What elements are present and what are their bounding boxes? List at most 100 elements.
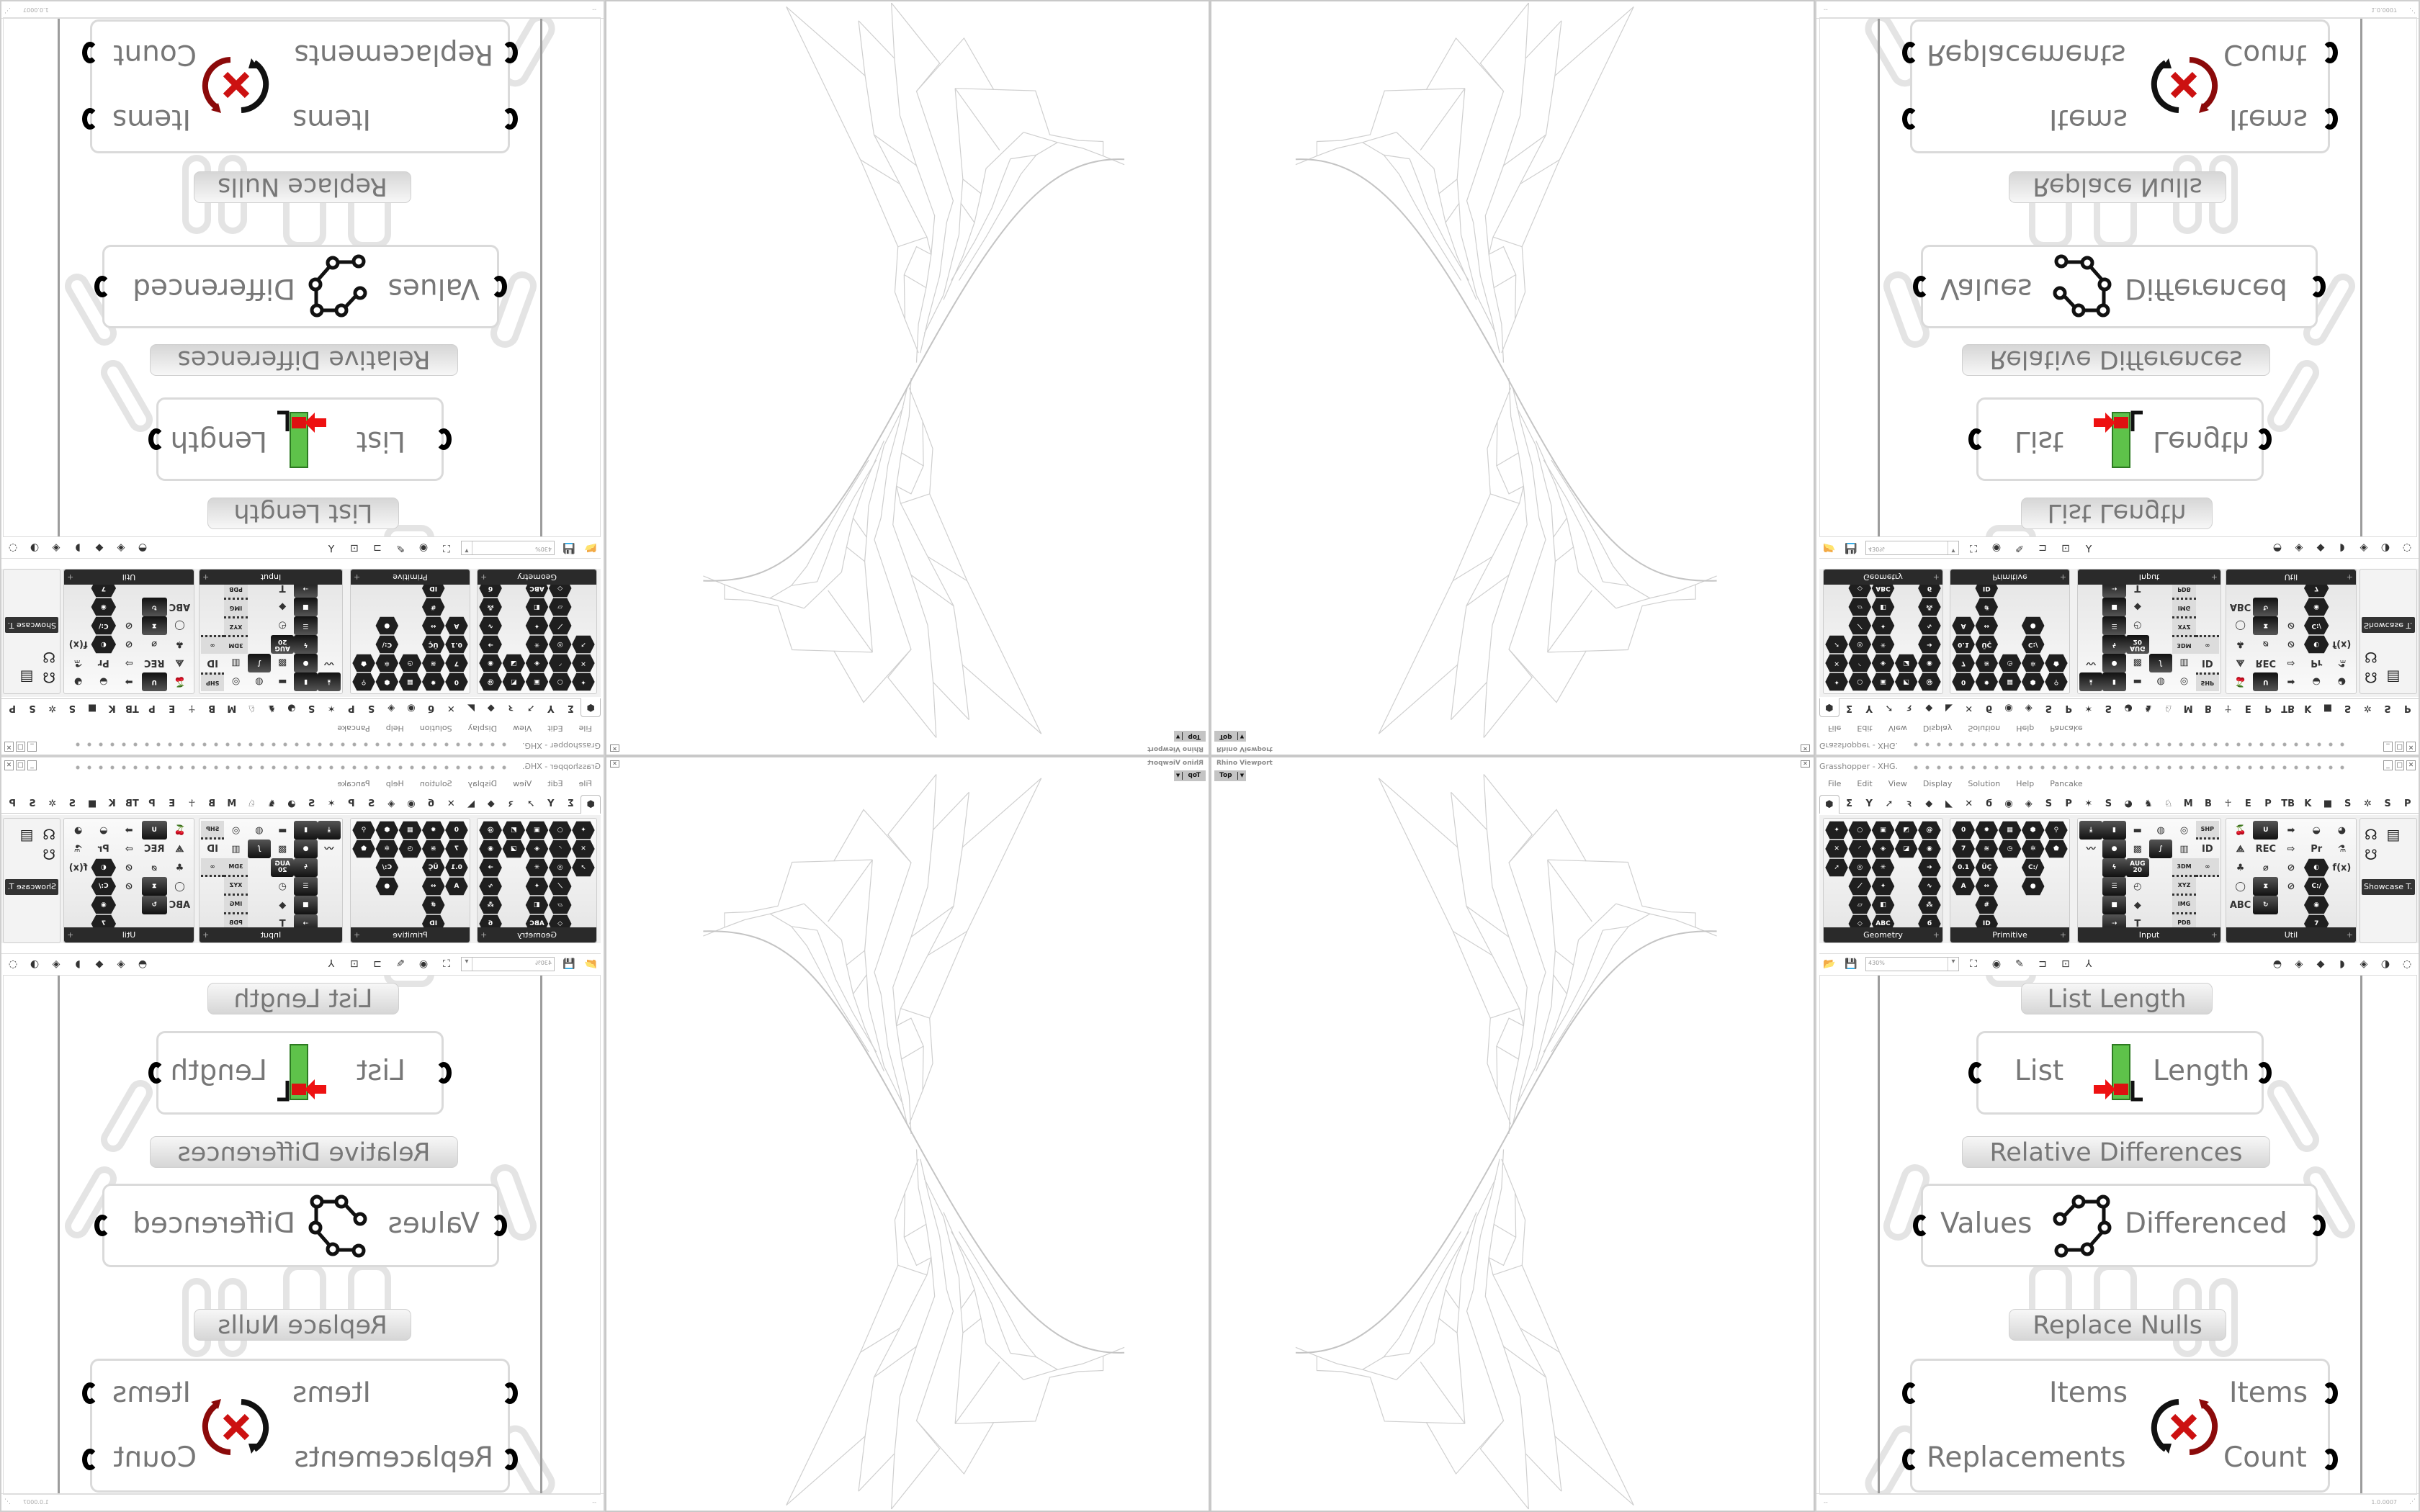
component-icon[interactable]: ⬟ — [2045, 654, 2068, 672]
zoom-field[interactable]: 430% — [461, 541, 555, 556]
component-icon[interactable]: C:/ — [91, 616, 116, 635]
component-icon[interactable]: ■ — [2102, 896, 2126, 914]
panel-icon[interactable]: ⊡ — [2061, 958, 2070, 970]
component-icon[interactable]: ⟋ — [1848, 616, 1871, 635]
component-icon[interactable]: ▣ — [1871, 672, 1894, 691]
component-icon[interactable]: 3DM — [2172, 635, 2196, 654]
component-list-length[interactable]: List Length — [148, 397, 452, 481]
canvas[interactable]: List Length List Length Relative Differe… — [3, 975, 601, 1495]
component-icon[interactable]: ⤓ — [2079, 672, 2103, 691]
component-icon[interactable]: Pr — [2311, 843, 2323, 855]
component-icon[interactable]: ✦ — [1825, 672, 1848, 691]
ribbon-tab[interactable]: S — [308, 703, 315, 714]
component-icon[interactable]: XYZ — [2172, 877, 2196, 896]
input-port[interactable] — [1902, 108, 1918, 130]
component-icon[interactable]: ✳ — [1871, 635, 1894, 654]
output-port[interactable] — [82, 42, 98, 63]
input-port[interactable] — [502, 1449, 518, 1470]
component-replace-nulls[interactable]: Items Replacements Items Count — [1902, 19, 2338, 153]
component-icon[interactable]: ⟁ — [175, 843, 184, 855]
component-icon[interactable]: ➔ — [479, 635, 502, 654]
component-icon[interactable]: ⤓ — [2079, 821, 2103, 840]
preview-eye-icon[interactable]: ◉ — [418, 542, 429, 554]
component-icon[interactable]: ➔ — [479, 858, 502, 877]
component-icon[interactable]: A — [1952, 877, 1975, 896]
component-icon[interactable]: ➔ — [1918, 635, 1941, 654]
output-port[interactable] — [82, 108, 98, 130]
menu-display[interactable]: Display — [1922, 779, 1953, 788]
ribbon-tab[interactable]: M — [2183, 798, 2193, 809]
close-icon[interactable]: ✕ — [1801, 760, 1810, 768]
output-port[interactable] — [2322, 1382, 2338, 1404]
component-icon[interactable]: ◜ — [549, 654, 572, 672]
component-icon[interactable]: ◐ — [91, 858, 116, 877]
display-mode-icon[interactable]: ◑ — [2380, 542, 2390, 554]
ribbon-tab[interactable]: ✕ — [447, 798, 455, 809]
component-icon[interactable]: T — [2134, 918, 2141, 930]
ribbon-tab[interactable]: ✕ — [1965, 703, 1973, 714]
output-port[interactable] — [2322, 1449, 2338, 1470]
sketch-icon[interactable]: ✎ — [396, 958, 405, 970]
ribbon-tab[interactable]: S — [2384, 703, 2391, 714]
preview-selected-icon[interactable]: ◆ — [2316, 958, 2325, 970]
showcase-bot2-icon[interactable]: ☋ — [2365, 649, 2378, 666]
input-port[interactable] — [1968, 428, 1984, 450]
ribbon-tab[interactable]: ✶ — [2084, 798, 2093, 809]
component-icon[interactable]: ▱ — [549, 896, 572, 914]
ribbon-tab[interactable]: P — [348, 703, 355, 714]
component-icon[interactable]: ABC — [169, 601, 191, 613]
input-port[interactable] — [1913, 276, 1929, 297]
component-icon[interactable]: ⬢ — [2022, 672, 2045, 691]
view-selector[interactable]: Top ▼ — [1214, 731, 1246, 742]
input-port[interactable] — [491, 276, 507, 297]
component-icon[interactable]: ÜÇ — [422, 858, 445, 877]
ribbon-tab[interactable]: TB — [2281, 703, 2295, 714]
component-icon[interactable]: ✳ — [525, 858, 548, 877]
component-icon[interactable]: SHP — [2195, 672, 2219, 691]
component-icon[interactable]: ID — [207, 657, 218, 669]
expand-icon[interactable]: + — [2210, 572, 2218, 582]
component-list-length[interactable]: List Length — [1968, 1031, 2272, 1115]
component-icon[interactable]: ↔ — [422, 877, 445, 896]
expand-icon[interactable]: + — [67, 930, 74, 940]
component-label[interactable]: Relative Differences — [1962, 344, 2270, 376]
menu-help[interactable]: Help — [2016, 724, 2035, 733]
ribbon-tab[interactable]: S — [29, 703, 36, 714]
component-icon[interactable]: @ — [479, 672, 502, 691]
component-icon[interactable]: ◈ — [525, 654, 548, 672]
component-icon[interactable]: ◍ — [255, 676, 264, 688]
component-icon[interactable]: ⬢ — [375, 821, 398, 840]
select-icon[interactable]: ◌ — [8, 958, 18, 970]
component-icon[interactable]: ▮ — [294, 672, 318, 691]
component-icon[interactable]: ⇨ — [2287, 657, 2295, 669]
component-icon[interactable]: 0 — [445, 821, 468, 840]
component-icon[interactable]: ▩ — [2133, 657, 2142, 669]
component-icon[interactable]: ◈ — [1871, 654, 1894, 672]
preview-shaded-icon[interactable]: ◈ — [117, 542, 125, 554]
input-port[interactable] — [491, 1215, 507, 1236]
output-port[interactable] — [2310, 1215, 2326, 1236]
component-icon[interactable]: ◒ — [2312, 824, 2321, 836]
component-label[interactable]: List Length — [207, 983, 399, 1014]
save-icon[interactable]: 💾 — [1845, 958, 1857, 970]
component-icon[interactable]: C:/ — [375, 858, 398, 877]
component-icon[interactable]: ♣ — [175, 862, 184, 873]
component-icon[interactable]: ▣ — [1871, 821, 1895, 840]
component-icon[interactable]: ⬢ — [2021, 821, 2045, 840]
menu-display[interactable]: Display — [1922, 724, 1953, 733]
component-icon[interactable]: ABC — [169, 899, 191, 911]
component-icon[interactable]: ✦ — [1871, 877, 1895, 896]
open-file-icon[interactable]: 📂 — [584, 542, 597, 554]
ribbon-tab[interactable]: ◆ — [1925, 703, 1933, 714]
component-icon[interactable]: ➡ — [125, 676, 133, 688]
ribbon-tab[interactable]: S — [367, 703, 375, 714]
component-icon[interactable]: @ — [1918, 672, 1941, 691]
ribbon-tab[interactable]: B — [2204, 703, 2212, 714]
showcase-bot-icon[interactable]: ☊ — [2365, 669, 2378, 686]
component-icon[interactable]: f(x) — [2332, 639, 2352, 650]
ribbon-tab[interactable]: ■ — [87, 798, 97, 809]
ribbon-tab[interactable]: ◈ — [387, 798, 395, 809]
component-icon[interactable]: ● — [2102, 654, 2126, 672]
menu-edit[interactable]: Edit — [547, 724, 563, 733]
component-icon[interactable]: Pr — [2311, 657, 2323, 669]
